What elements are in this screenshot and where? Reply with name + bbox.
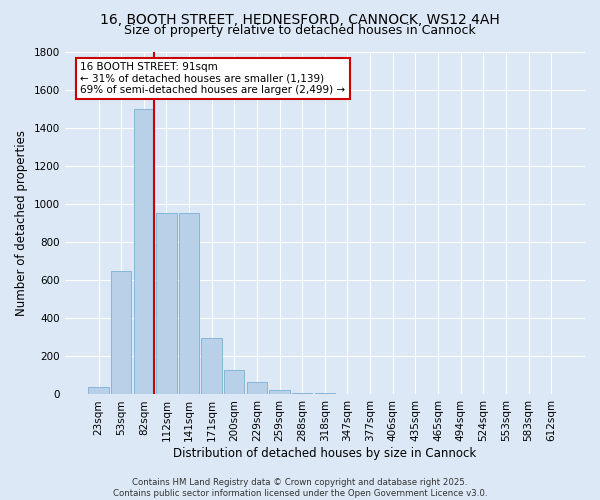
Text: 16 BOOTH STREET: 91sqm
← 31% of detached houses are smaller (1,139)
69% of semi-: 16 BOOTH STREET: 91sqm ← 31% of detached… (80, 62, 346, 95)
Bar (179, 214, 199, 394)
Bar (292, 392, 313, 394)
Text: Contains HM Land Registry data © Crown copyright and database right 2025.
Contai: Contains HM Land Registry data © Crown c… (113, 478, 487, 498)
Bar (269, 390, 290, 394)
Bar (111, 270, 131, 394)
Bar (156, 214, 176, 394)
Bar (247, 382, 267, 394)
Bar (134, 108, 154, 395)
Y-axis label: Number of detached properties: Number of detached properties (15, 130, 28, 316)
Bar (88, 387, 109, 394)
X-axis label: Distribution of detached houses by size in Cannock: Distribution of detached houses by size … (173, 447, 476, 460)
Bar (202, 338, 222, 394)
Text: 16, BOOTH STREET, HEDNESFORD, CANNOCK, WS12 4AH: 16, BOOTH STREET, HEDNESFORD, CANNOCK, W… (100, 12, 500, 26)
Text: Size of property relative to detached houses in Cannock: Size of property relative to detached ho… (124, 24, 476, 37)
Bar (314, 392, 335, 394)
Bar (224, 370, 244, 394)
